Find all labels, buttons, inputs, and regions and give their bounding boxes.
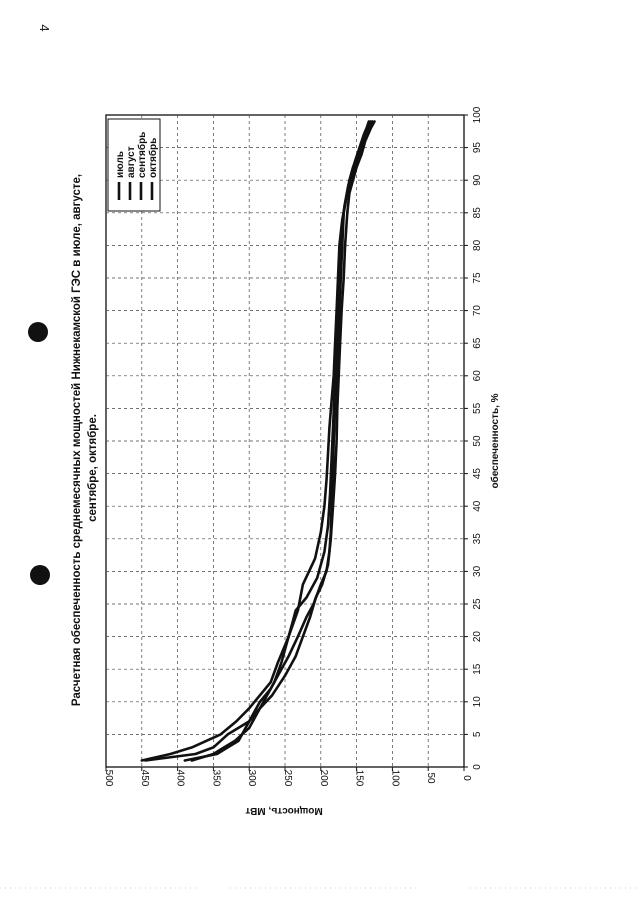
x-tick-label: 50	[472, 435, 483, 447]
x-tick-label: 60	[472, 370, 483, 382]
x-tick-label: 70	[472, 305, 483, 317]
x-tick-label: 55	[472, 402, 483, 414]
series-line-октябрь	[190, 120, 371, 762]
x-axis-label: обеспеченность, %	[489, 393, 501, 488]
punch-hole-bottom	[30, 565, 50, 585]
legend-label: август	[126, 146, 137, 178]
x-tick-label: 10	[472, 696, 483, 708]
chart-title: Расчетная обеспеченность среднемесячных …	[71, 174, 99, 706]
legend-label: октябрь	[147, 138, 159, 178]
x-tick-label: 40	[472, 500, 483, 512]
x-tick-label: 20	[472, 631, 483, 643]
x-tick-label: 25	[472, 598, 483, 610]
punch-hole-top	[28, 322, 48, 342]
x-tick-label: 95	[472, 142, 483, 154]
data-series	[140, 120, 376, 762]
legend-label: июль	[115, 151, 126, 178]
y-tick-label: 500	[103, 770, 114, 787]
legend: июль август сентябрь октябрь	[107, 118, 161, 212]
x-tick-label: 5	[472, 731, 483, 737]
y-tick-label: 300	[246, 770, 257, 787]
y-axis-label: Мощность, МВт	[245, 805, 322, 816]
x-tick-label: 65	[472, 337, 483, 349]
x-tick-label: 85	[472, 207, 483, 219]
x-tick-label: 15	[472, 663, 483, 675]
y-tick-label: 100	[389, 770, 400, 787]
x-axis-ticks: 0 5 10 15 20 25 30 35 40 45 50 55 60 65 70 75 80 85 90 95 10…	[464, 106, 483, 770]
x-tick-label: 0	[472, 764, 483, 770]
y-tick-label: 350	[210, 770, 221, 787]
x-tick-label: 45	[472, 468, 483, 480]
y-tick-label: 450	[139, 770, 150, 787]
y-tick-label: 0	[461, 775, 472, 781]
page-number: 4	[37, 24, 52, 31]
x-tick-label: 30	[472, 565, 483, 577]
chart-title-line-2: сентябре, октябре.	[87, 414, 99, 522]
legend-label: сентябрь	[136, 132, 148, 178]
grid	[106, 115, 464, 767]
chart-title-line-1: Расчетная обеспеченность среднемесячных …	[71, 174, 83, 706]
y-axis-ticks: 0 50 100 150 200 250 300 350 400 450 500	[103, 767, 472, 787]
x-tick-label: 35	[472, 533, 483, 545]
y-tick-label: 400	[175, 770, 186, 787]
x-tick-label: 75	[472, 272, 483, 284]
y-tick-label: 150	[354, 770, 365, 787]
y-tick-label: 50	[425, 772, 436, 784]
x-tick-label: 100	[472, 106, 483, 123]
x-tick-label: 90	[472, 174, 483, 186]
y-tick-label: 200	[318, 770, 329, 787]
y-tick-label: 250	[282, 770, 293, 787]
x-tick-label: 80	[472, 239, 483, 251]
